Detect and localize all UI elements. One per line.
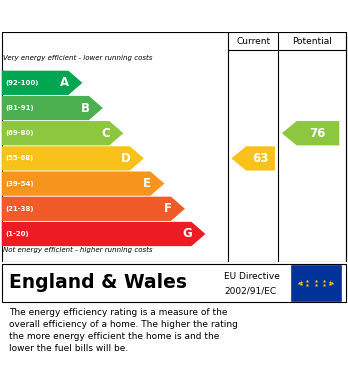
Text: EU Directive: EU Directive <box>224 272 280 281</box>
Polygon shape <box>282 121 339 145</box>
Text: (21-38): (21-38) <box>5 206 34 212</box>
Polygon shape <box>231 146 275 170</box>
Text: Current: Current <box>236 36 270 45</box>
Text: D: D <box>121 152 130 165</box>
Polygon shape <box>2 71 82 95</box>
Polygon shape <box>2 121 124 145</box>
Text: Not energy efficient - higher running costs: Not energy efficient - higher running co… <box>3 247 153 253</box>
Text: F: F <box>164 202 172 215</box>
Text: Potential: Potential <box>292 36 332 45</box>
Text: The energy efficiency rating is a measure of the
overall efficiency of a home. T: The energy efficiency rating is a measur… <box>9 308 238 353</box>
Text: (81-91): (81-91) <box>5 105 34 111</box>
Polygon shape <box>2 96 103 120</box>
Text: Very energy efficient - lower running costs: Very energy efficient - lower running co… <box>3 55 153 61</box>
Polygon shape <box>2 197 185 221</box>
Polygon shape <box>2 146 144 170</box>
Text: (1-20): (1-20) <box>5 231 29 237</box>
Text: (69-80): (69-80) <box>5 130 34 136</box>
Text: 76: 76 <box>310 127 326 140</box>
Polygon shape <box>2 172 164 196</box>
Text: (39-54): (39-54) <box>5 181 34 187</box>
Text: B: B <box>81 102 89 115</box>
Polygon shape <box>2 222 205 246</box>
Text: (92-100): (92-100) <box>5 80 39 86</box>
Bar <box>291 265 341 301</box>
Text: A: A <box>60 76 69 89</box>
Text: 63: 63 <box>252 152 269 165</box>
Text: E: E <box>143 177 151 190</box>
Text: (55-68): (55-68) <box>5 155 33 161</box>
Text: G: G <box>182 228 192 240</box>
Text: C: C <box>101 127 110 140</box>
Text: England & Wales: England & Wales <box>9 273 187 292</box>
Text: Energy Efficiency Rating: Energy Efficiency Rating <box>9 9 230 23</box>
Text: 2002/91/EC: 2002/91/EC <box>224 286 277 295</box>
